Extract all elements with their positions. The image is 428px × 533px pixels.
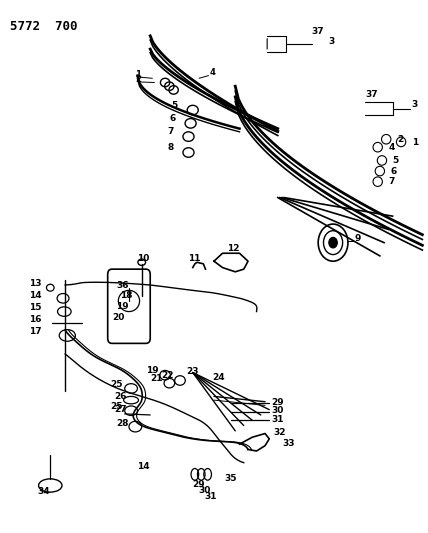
FancyBboxPatch shape	[108, 269, 150, 343]
Text: 29: 29	[192, 480, 205, 489]
Text: 5: 5	[392, 156, 399, 165]
Text: 12: 12	[227, 244, 239, 253]
Text: 4: 4	[388, 143, 395, 152]
Text: 36: 36	[116, 281, 129, 290]
Text: 6: 6	[169, 114, 175, 123]
Text: 28: 28	[116, 418, 129, 427]
Text: 31: 31	[205, 492, 217, 501]
Text: 29: 29	[271, 398, 284, 407]
Text: 7: 7	[388, 177, 395, 187]
Text: 32: 32	[273, 427, 286, 437]
Text: 25: 25	[110, 402, 122, 411]
Text: 9: 9	[354, 234, 361, 243]
Text: 34: 34	[38, 488, 50, 497]
Text: 1: 1	[412, 138, 418, 147]
Text: 6: 6	[390, 167, 397, 176]
Text: 14: 14	[137, 462, 150, 471]
Text: 20: 20	[112, 312, 124, 321]
Text: 3: 3	[329, 37, 335, 46]
Text: 21: 21	[150, 374, 163, 383]
Text: 4: 4	[210, 68, 216, 77]
Text: 37: 37	[365, 90, 377, 99]
Text: 19: 19	[116, 302, 129, 311]
Text: 2: 2	[135, 75, 141, 84]
Text: 8: 8	[167, 143, 173, 152]
Text: 33: 33	[282, 439, 294, 448]
Text: 18: 18	[120, 292, 133, 300]
Text: 7: 7	[167, 127, 174, 136]
Text: 19: 19	[146, 366, 159, 375]
Text: 22: 22	[161, 372, 173, 381]
Text: 25: 25	[110, 380, 122, 389]
Text: 11: 11	[188, 254, 201, 263]
Text: 13: 13	[29, 279, 42, 288]
Text: 30: 30	[271, 406, 284, 415]
Text: 10: 10	[137, 254, 150, 263]
Text: 24: 24	[212, 374, 225, 383]
Text: 1: 1	[135, 70, 141, 79]
Text: 23: 23	[186, 367, 199, 376]
Text: 31: 31	[271, 415, 284, 424]
Text: 17: 17	[29, 327, 42, 336]
Text: 15: 15	[29, 303, 42, 312]
Text: 16: 16	[29, 314, 42, 324]
Text: 5772  700: 5772 700	[10, 20, 77, 33]
Ellipse shape	[329, 237, 337, 248]
Text: 5: 5	[172, 101, 178, 110]
Text: 27: 27	[114, 405, 127, 414]
Text: 35: 35	[225, 474, 237, 483]
Text: 2: 2	[397, 135, 403, 144]
Text: 26: 26	[114, 392, 127, 401]
Text: 30: 30	[198, 486, 211, 495]
Text: 37: 37	[312, 27, 324, 36]
Text: 14: 14	[29, 292, 42, 300]
Text: 3: 3	[411, 100, 417, 109]
